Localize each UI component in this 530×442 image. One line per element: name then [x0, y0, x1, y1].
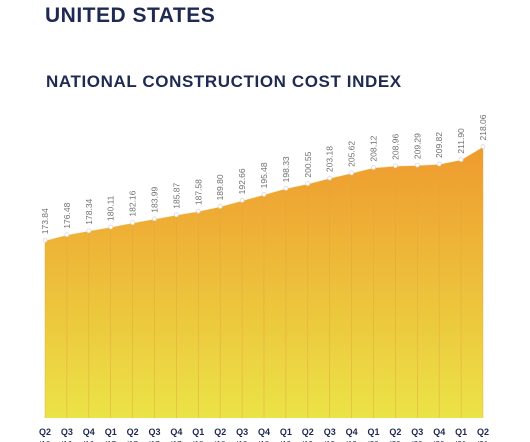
- x-tick-quarter-12: Q2: [302, 427, 314, 437]
- value-label-19: 211.90: [456, 128, 466, 154]
- value-label-3: 180.11: [106, 195, 116, 221]
- data-point-16: [392, 163, 398, 169]
- data-point-9: [239, 197, 245, 203]
- x-tick-quarter-1: Q3: [61, 427, 73, 437]
- value-label-8: 189.80: [215, 174, 225, 200]
- x-tick-quarter-15: Q1: [367, 427, 379, 437]
- x-tick-year-1: '16: [62, 440, 73, 442]
- value-label-17: 209.29: [412, 133, 422, 159]
- x-tick-year-2: '16: [84, 440, 95, 442]
- value-label-5: 183.99: [150, 186, 160, 212]
- data-point-14: [349, 170, 355, 176]
- x-tick-quarter-0: Q2: [39, 427, 51, 437]
- x-tick-quarter-18: Q4: [433, 427, 445, 437]
- data-point-13: [327, 175, 333, 181]
- x-tick-quarter-2: Q4: [83, 427, 95, 437]
- data-point-4: [130, 220, 136, 226]
- data-point-1: [64, 232, 70, 238]
- data-point-6: [173, 212, 179, 218]
- x-tick-quarter-6: Q4: [170, 427, 182, 437]
- x-tick-quarter-16: Q2: [389, 427, 401, 437]
- x-tick-year-16: '20: [390, 440, 401, 442]
- value-label-12: 200.55: [303, 151, 313, 177]
- data-point-19: [458, 157, 464, 162]
- x-tick-quarter-3: Q1: [105, 427, 117, 437]
- x-tick-year-19: '21: [456, 440, 467, 442]
- value-label-4: 182.16: [128, 190, 138, 216]
- value-label-20: 218.06: [478, 114, 488, 140]
- data-point-12: [305, 181, 311, 187]
- value-label-14: 205.62: [347, 141, 357, 167]
- x-tick-year-4: '17: [127, 440, 138, 442]
- x-tick-year-17: '20: [412, 440, 423, 442]
- value-label-2: 178.34: [84, 198, 94, 224]
- value-label-6: 185.87: [171, 182, 181, 208]
- x-tick-year-10: '18: [259, 440, 270, 442]
- x-tick-quarter-5: Q3: [148, 427, 160, 437]
- data-point-7: [195, 208, 201, 214]
- data-point-8: [217, 204, 223, 209]
- value-label-11: 198.33: [281, 156, 291, 182]
- value-label-9: 192.66: [237, 168, 247, 194]
- x-tick-year-7: '18: [193, 440, 204, 442]
- value-label-18: 209.82: [434, 132, 444, 158]
- data-point-18: [436, 161, 442, 167]
- x-tick-quarter-17: Q3: [411, 427, 423, 437]
- x-tick-year-15: '20: [368, 440, 379, 442]
- x-tick-quarter-9: Q3: [236, 427, 248, 437]
- value-label-1: 176.48: [62, 202, 72, 228]
- x-tick-quarter-4: Q2: [127, 427, 139, 437]
- x-tick-year-8: '18: [215, 440, 226, 442]
- chart-title: NATIONAL CONSTRUCTION COST INDEX: [46, 72, 402, 91]
- data-point-0: [42, 237, 48, 243]
- data-point-10: [261, 191, 267, 197]
- data-point-11: [283, 185, 289, 191]
- x-tick-year-6: '17: [171, 440, 182, 442]
- x-tick-year-13: '19: [324, 440, 335, 442]
- x-tick-year-18: '20: [434, 440, 445, 442]
- x-tick-quarter-7: Q1: [192, 427, 204, 437]
- x-tick-quarter-8: Q2: [214, 427, 226, 437]
- value-label-0: 173.84: [40, 208, 50, 234]
- x-tick-year-12: '19: [303, 440, 314, 442]
- x-tick-quarter-13: Q3: [324, 427, 336, 437]
- value-label-15: 208.12: [369, 135, 379, 161]
- value-label-10: 195.48: [259, 162, 269, 188]
- x-tick-year-3: '17: [105, 440, 116, 442]
- x-tick-year-14: '19: [346, 440, 357, 442]
- data-point-2: [86, 228, 92, 234]
- x-tick-year-5: '17: [149, 440, 160, 442]
- x-tick-year-0: '16: [40, 440, 51, 442]
- data-point-3: [108, 224, 114, 230]
- x-tick-quarter-11: Q1: [280, 427, 292, 437]
- x-tick-year-9: '18: [237, 440, 248, 442]
- data-point-17: [414, 162, 420, 168]
- x-tick-quarter-20: Q2: [477, 427, 489, 437]
- x-tick-year-20: '21: [478, 440, 489, 442]
- x-tick-year-11: '19: [281, 440, 292, 442]
- data-point-20: [480, 144, 486, 149]
- value-label-7: 187.58: [193, 179, 203, 205]
- x-tick-quarter-14: Q4: [346, 427, 358, 437]
- value-label-16: 208.96: [390, 134, 400, 160]
- x-tick-quarter-19: Q1: [455, 427, 467, 437]
- x-tick-quarter-10: Q4: [258, 427, 270, 437]
- region-title: UNITED STATES: [45, 4, 216, 27]
- value-label-13: 203.18: [325, 146, 335, 172]
- data-point-5: [152, 216, 157, 222]
- data-point-15: [371, 165, 376, 170]
